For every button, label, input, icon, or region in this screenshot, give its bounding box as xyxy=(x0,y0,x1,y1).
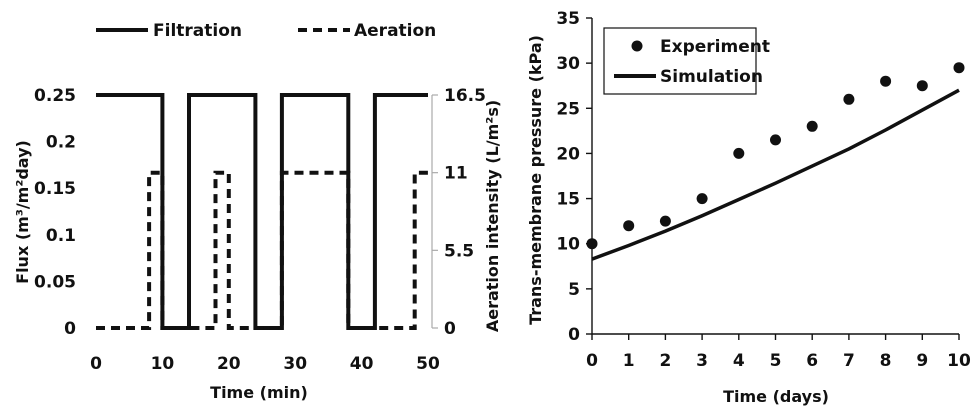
left-x-tick-label: 50 xyxy=(416,354,440,374)
experiment-point xyxy=(916,80,928,92)
legend-simulation-label: Simulation xyxy=(660,67,763,87)
right-x-tick-label: 7 xyxy=(843,351,855,371)
right-chart: 0 1 2 3 4 5 6 7 8 9 10 0 5 10 15 20 25 30 35 Experiment S… xyxy=(526,9,971,406)
right-y-tick-labels: 0 5 10 15 20 25 30 35 xyxy=(556,9,580,345)
left-y2-tick-labels: 0 5.5 11 16.5 xyxy=(444,86,486,339)
experiment-point xyxy=(733,147,745,159)
left-y-tick-label: 0.25 xyxy=(34,86,76,106)
right-x-tick-label: 1 xyxy=(623,351,635,371)
experiment-point xyxy=(806,120,818,132)
right-x-tick-label: 3 xyxy=(696,351,708,371)
experiment-point xyxy=(586,238,598,250)
left-y-tick-label: 0.05 xyxy=(34,272,76,292)
right-y-tick-label: 35 xyxy=(556,9,580,29)
left-y-tick-label: 0.1 xyxy=(46,226,76,246)
left-y-tick-label: 0.15 xyxy=(34,179,76,199)
left-x-tick-label: 20 xyxy=(217,354,241,374)
simulation-line xyxy=(591,88,960,261)
right-x-tick-label: 4 xyxy=(733,351,745,371)
left-x-axis-label: Time (min) xyxy=(210,383,308,402)
left-y2-tick-label: 11 xyxy=(444,164,468,184)
right-x-tick-label: 2 xyxy=(659,351,671,371)
experiment-point xyxy=(623,220,635,232)
experiment-point xyxy=(770,134,781,146)
right-y-tick-label: 30 xyxy=(556,54,580,74)
left-x-tick-label: 30 xyxy=(283,354,307,374)
right-y-tick-label: 5 xyxy=(568,280,580,300)
right-x-tick-label: 9 xyxy=(916,351,928,371)
right-legend: Experiment Simulation xyxy=(603,27,770,95)
left-y2-tick-label: 0 xyxy=(444,319,456,339)
right-y-tick-label: 10 xyxy=(556,235,580,255)
left-axes xyxy=(431,94,438,329)
left-y-axis-label: Flux (m³/m²day) xyxy=(13,140,32,284)
right-y-tick-label: 20 xyxy=(556,144,580,164)
left-x-tick-labels: 0 10 20 30 40 50 xyxy=(90,354,440,374)
right-x-tick-label: 6 xyxy=(806,351,818,371)
left-y2-tick-label: 5.5 xyxy=(444,241,474,261)
right-legend-box xyxy=(603,27,757,95)
right-series xyxy=(586,62,965,261)
left-x-tick-label: 10 xyxy=(151,354,175,374)
legend-filtration-label: Filtration xyxy=(153,21,242,41)
left-legend: Filtration Aeration xyxy=(96,21,436,41)
left-y-tick-label: 0 xyxy=(64,319,76,339)
left-y2-axis-label: Aeration intensity (L/m²s) xyxy=(483,100,502,332)
left-chart: Filtration Aeration 0 10 20 30 40 50 0 0.05 0.1… xyxy=(13,21,502,402)
left-x-tick-label: 0 xyxy=(90,354,102,374)
right-y-tick-label: 25 xyxy=(556,99,580,119)
right-x-tick-label: 8 xyxy=(880,351,892,371)
experiment-point xyxy=(843,93,855,105)
experiment-point xyxy=(659,215,671,227)
legend-aeration-label: Aeration xyxy=(354,21,436,41)
left-y-tick-labels: 0 0.05 0.1 0.15 0.2 0.25 xyxy=(34,86,76,339)
experiment-point xyxy=(696,193,708,205)
legend-experiment-label: Experiment xyxy=(660,37,770,57)
left-y-tick-label: 0.2 xyxy=(46,133,76,153)
right-y-tick-label: 15 xyxy=(556,190,580,210)
right-y-tick-label: 0 xyxy=(568,325,580,345)
left-series xyxy=(96,93,428,330)
left-x-tick-label: 40 xyxy=(350,354,374,374)
left-series-aeration-line xyxy=(96,170,428,330)
left-series-filtration-line xyxy=(96,93,428,330)
right-x-axis-label: Time (days) xyxy=(723,387,829,406)
legend-experiment-marker xyxy=(631,40,643,52)
experiment-point xyxy=(880,75,892,87)
right-x-tick-label: 5 xyxy=(770,351,782,371)
left-y2-tick-label: 16.5 xyxy=(444,86,486,106)
experiment-point xyxy=(953,62,965,74)
right-x-tick-label: 10 xyxy=(947,351,971,371)
right-x-tick-label: 0 xyxy=(586,351,598,371)
right-x-tick-labels: 0 1 2 3 4 5 6 7 8 9 10 xyxy=(586,351,971,371)
right-y-axis-label: Trans-membrane pressure (kPa) xyxy=(526,35,545,325)
